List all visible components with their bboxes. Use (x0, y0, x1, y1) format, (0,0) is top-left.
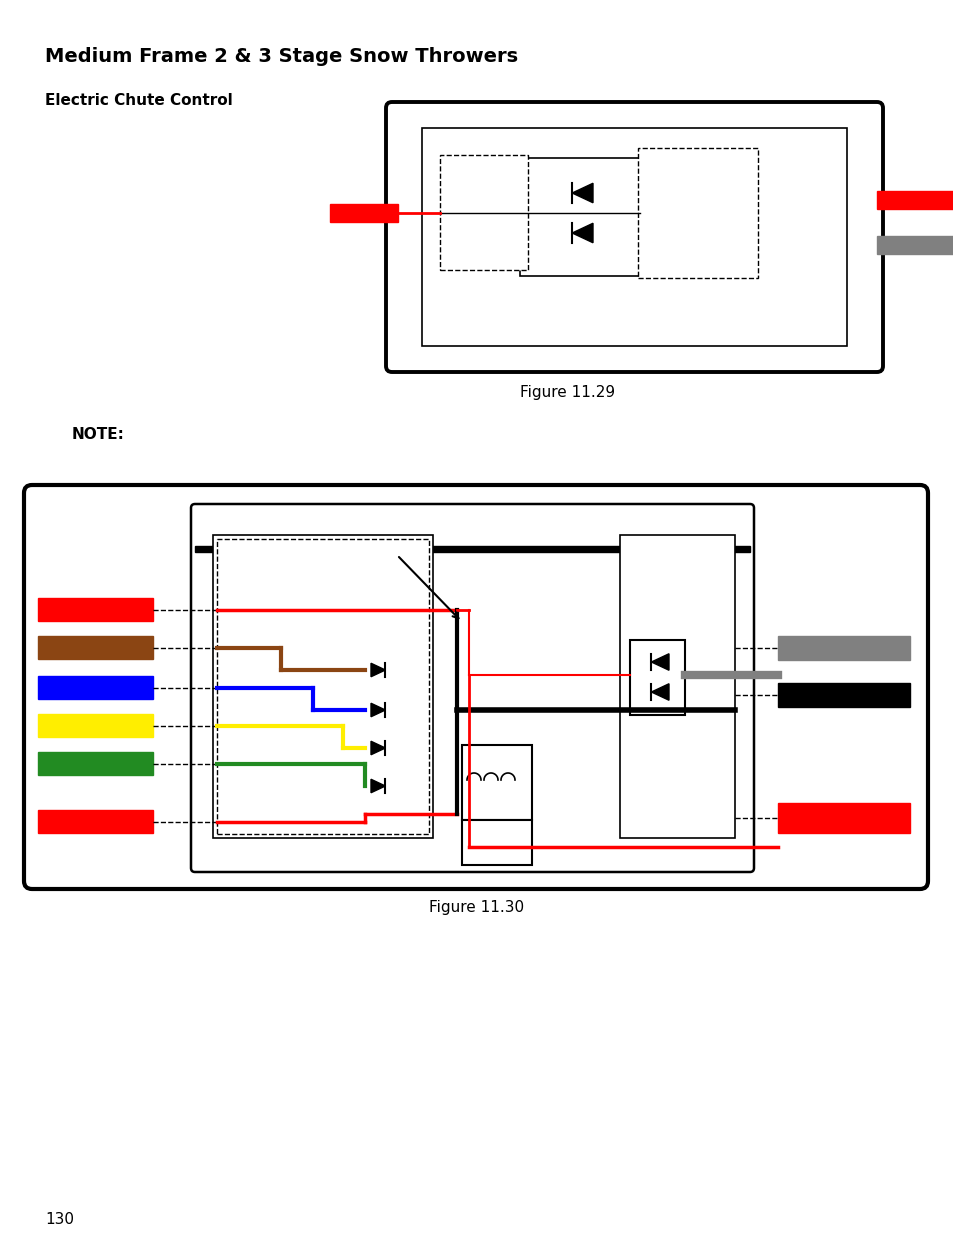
Bar (876, 191, 953, 209)
Bar (38, 676, 152, 699)
Bar (38, 598, 152, 621)
Bar (778, 803, 909, 832)
Text: Figure 11.30: Figure 11.30 (429, 900, 524, 915)
Bar (38, 636, 152, 659)
Text: 130: 130 (45, 1212, 74, 1228)
Bar (519, 158, 639, 275)
Polygon shape (371, 703, 385, 716)
Bar (38, 810, 152, 832)
Bar (629, 640, 684, 715)
Bar (439, 156, 527, 270)
Bar (461, 745, 532, 820)
Bar (216, 538, 429, 834)
Polygon shape (651, 684, 668, 700)
Bar (330, 204, 397, 222)
Bar (876, 236, 953, 254)
Bar (461, 820, 532, 864)
FancyBboxPatch shape (24, 485, 927, 889)
Bar (778, 636, 909, 659)
Bar (638, 148, 758, 278)
Polygon shape (651, 653, 668, 671)
Text: Figure 11.29: Figure 11.29 (520, 385, 615, 400)
Bar (421, 128, 846, 346)
Polygon shape (371, 779, 385, 793)
Bar (38, 752, 152, 776)
Bar (194, 546, 749, 552)
Bar (38, 714, 152, 737)
Polygon shape (572, 183, 593, 203)
Text: NOTE:: NOTE: (71, 427, 125, 442)
Polygon shape (371, 663, 385, 677)
Bar (619, 535, 734, 839)
Polygon shape (371, 741, 385, 755)
FancyBboxPatch shape (191, 504, 753, 872)
FancyBboxPatch shape (386, 103, 882, 372)
Bar (778, 683, 909, 706)
Text: Medium Frame 2 & 3 Stage Snow Throwers: Medium Frame 2 & 3 Stage Snow Throwers (45, 47, 517, 65)
Text: Electric Chute Control: Electric Chute Control (45, 93, 233, 107)
Polygon shape (572, 224, 593, 243)
Bar (213, 535, 433, 839)
